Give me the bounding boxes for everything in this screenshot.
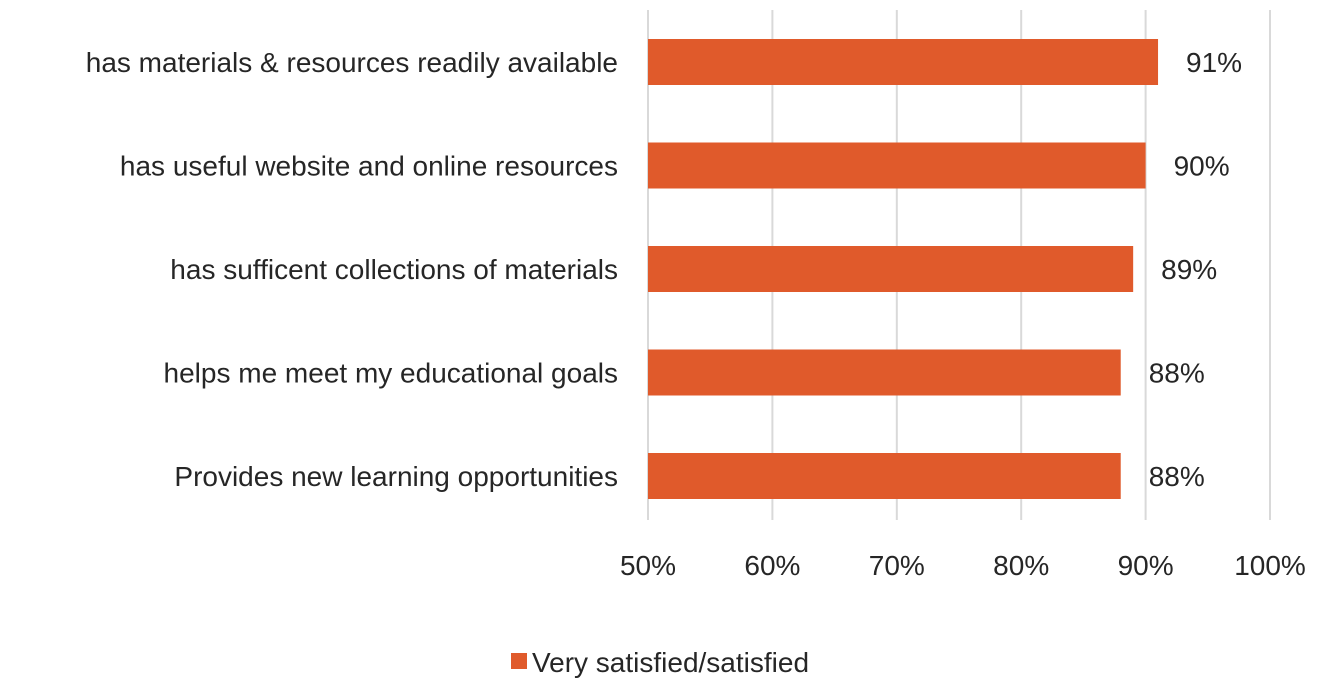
category-label: has useful website and online resources	[120, 151, 618, 182]
x-tick-label: 80%	[993, 550, 1049, 581]
legend-label: Very satisfied/satisfied	[532, 647, 809, 678]
data-label: 89%	[1161, 254, 1217, 285]
category-label: Provides new learning opportunities	[174, 461, 618, 492]
x-tick-label: 100%	[1234, 550, 1306, 581]
bar	[648, 349, 1121, 396]
legend-swatch	[511, 653, 527, 669]
x-axis-ticks: 50% 60% 70% 80% 90% 100%	[620, 550, 1306, 581]
category-label: has materials & resources readily availa…	[86, 47, 618, 78]
x-tick-label: 90%	[1118, 550, 1174, 581]
category-label: has sufficent collections of materials	[170, 254, 618, 285]
bars	[648, 39, 1159, 499]
x-tick-label: 70%	[869, 550, 925, 581]
data-label: 88%	[1149, 358, 1205, 389]
bar	[648, 39, 1159, 85]
data-labels: 91% 90% 89% 88% 88%	[1149, 47, 1242, 492]
category-label: helps me meet my educational goals	[164, 358, 618, 389]
data-label: 91%	[1186, 47, 1242, 78]
bar	[648, 246, 1134, 292]
x-tick-label: 60%	[744, 550, 800, 581]
category-labels: has materials & resources readily availa…	[86, 47, 618, 492]
x-tick-label: 50%	[620, 550, 676, 581]
bar	[648, 453, 1121, 499]
data-label: 90%	[1174, 151, 1230, 182]
legend: Very satisfied/satisfied	[511, 647, 809, 678]
data-label: 88%	[1149, 461, 1205, 492]
bar	[648, 142, 1146, 189]
